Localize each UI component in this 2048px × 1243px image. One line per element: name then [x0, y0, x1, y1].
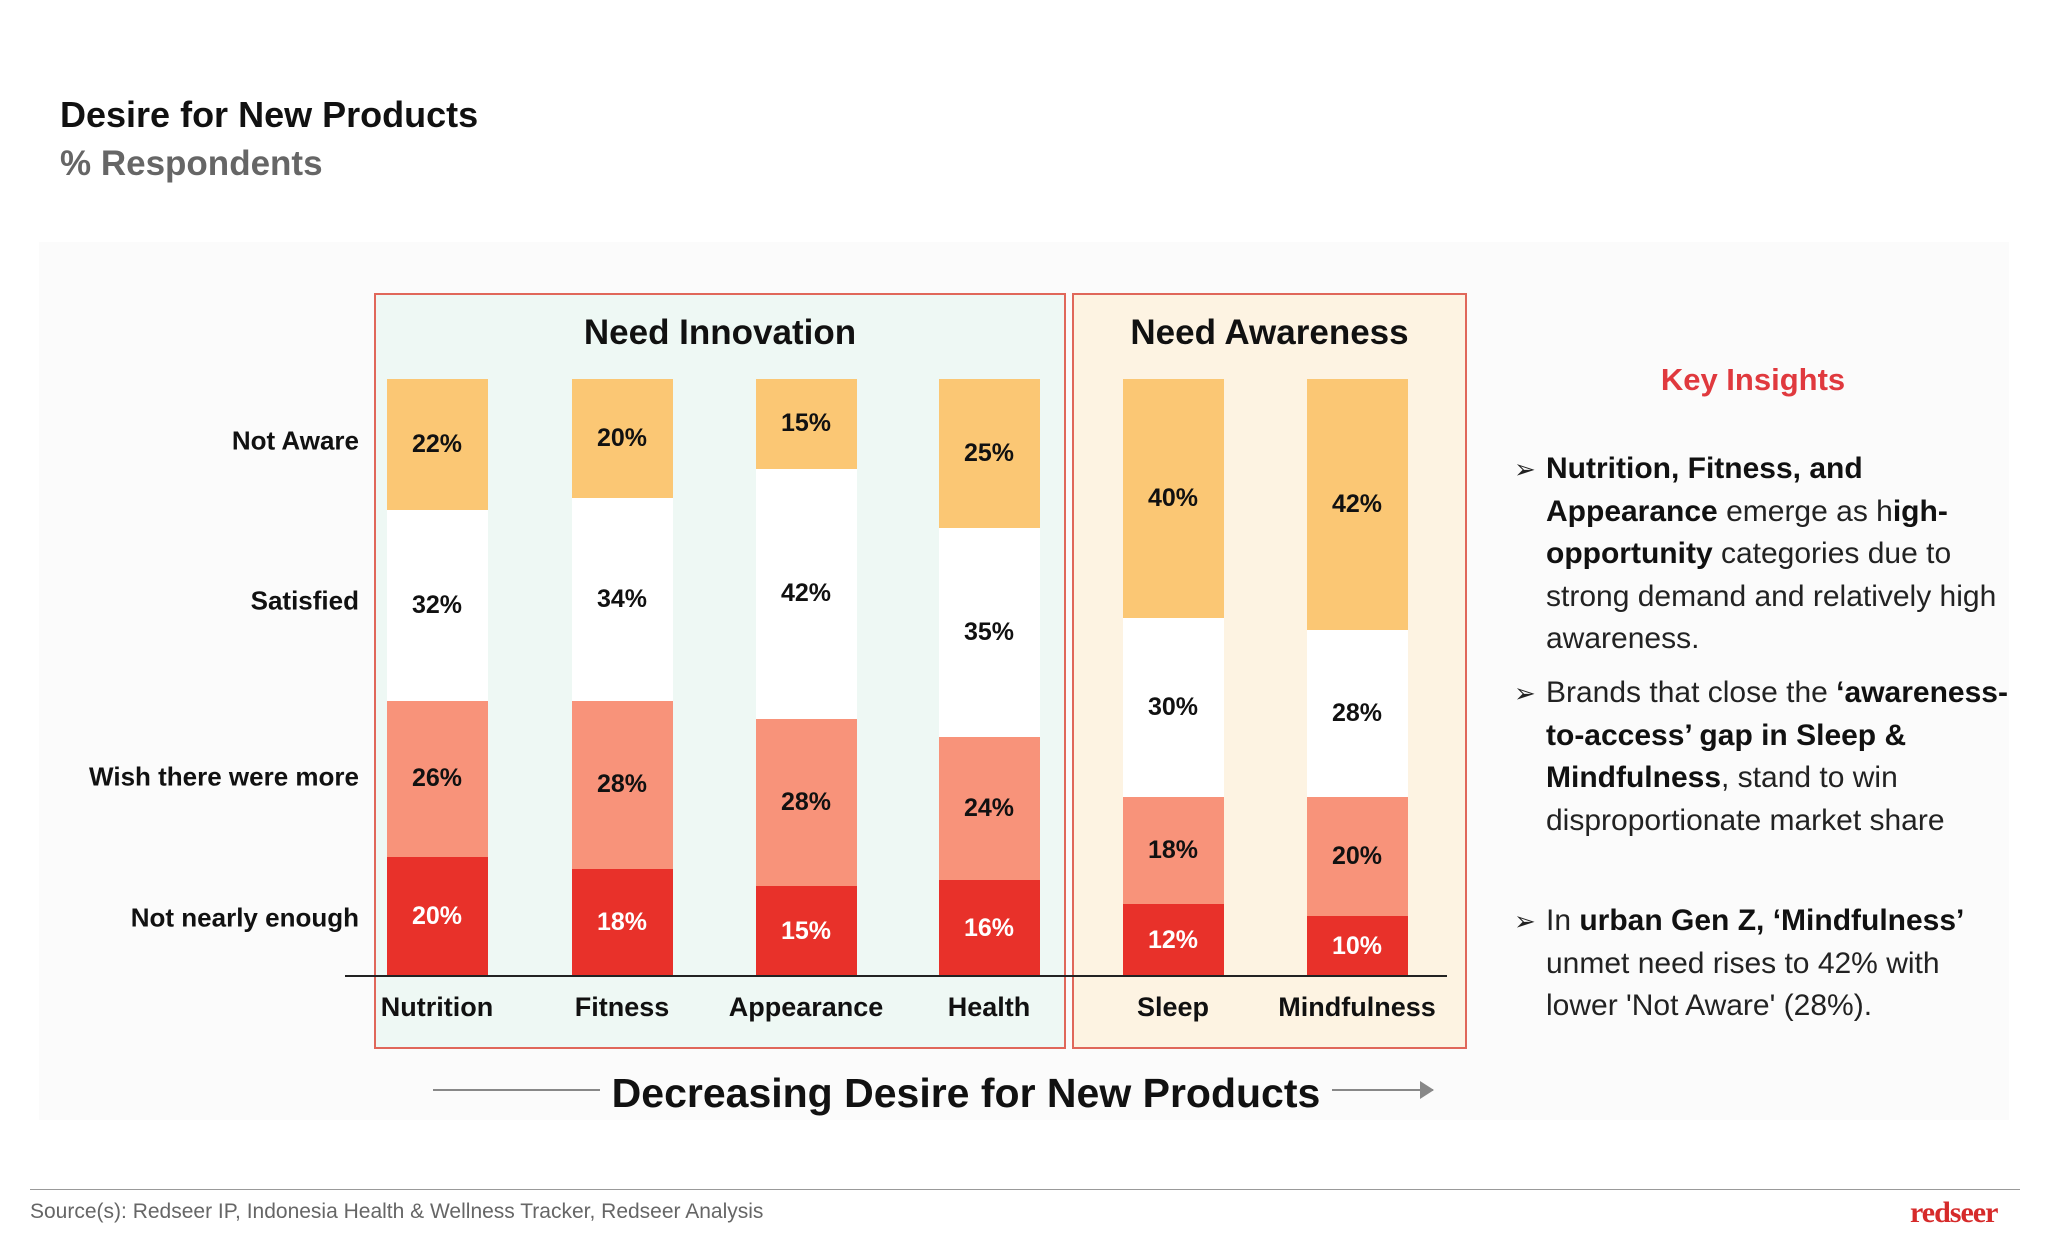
insight-bold: urban Gen Z, ‘Mindfulness’: [1579, 904, 1965, 937]
seg-satisfied: 34%: [571, 498, 673, 702]
seg-not-nearly-enough: 15%: [755, 886, 857, 976]
arrow-right-icon: [1420, 1081, 1434, 1099]
seg-satisfied: 35%: [938, 528, 1040, 738]
insight-bold: Nutrition, Fitness, and Appearance: [1546, 452, 1863, 528]
row-label-not-aware: Not Aware: [231, 425, 359, 456]
seg-wish-more: 28%: [755, 719, 857, 887]
insight-text: categories due to strong demand and rela…: [1546, 537, 1997, 655]
insight-item: ➢ Nutrition, Fitness, and Appearance eme…: [1514, 448, 2009, 661]
insight-bold: igh-opportunity: [1546, 494, 1948, 571]
seg-wish-more: 28%: [571, 701, 673, 869]
page-subtitle: % Respondents: [60, 144, 323, 183]
arrowhead-bullet-icon: ➢: [1514, 906, 1536, 936]
row-label-wish-more: Wish there were more: [89, 761, 359, 792]
seg-wish-more: 20%: [1306, 796, 1408, 917]
page-title: Desire for New Products: [60, 94, 479, 135]
insight-item: ➢ In urban Gen Z, ‘Mindfulness’ unmet ne…: [1514, 900, 2009, 1028]
seg-satisfied: 42%: [755, 468, 857, 720]
seg-satisfied: 28%: [1306, 629, 1408, 797]
seg-not-aware: 15%: [755, 379, 857, 469]
insight-text: emerge as h: [1717, 494, 1893, 528]
x-axis-title: Decreasing Desire for New Products: [600, 1070, 1332, 1117]
seg-wish-more: 18%: [1122, 796, 1224, 905]
seg-not-nearly-enough: 12%: [1122, 904, 1224, 976]
row-label-satisfied: Satisfied: [250, 585, 359, 616]
seg-wish-more: 26%: [386, 701, 488, 857]
insight-text: unmet need rises to 42% with lower 'Not …: [1546, 946, 1940, 1023]
seg-not-nearly-enough: 16%: [938, 880, 1040, 976]
redseer-logo: redseer: [1910, 1196, 1998, 1229]
category-label: Fitness: [574, 992, 670, 1022]
insight-text: In: [1546, 904, 1580, 937]
category-label: Appearance: [728, 992, 884, 1022]
arrowhead-bullet-icon: ➢: [1514, 678, 1536, 708]
x-axis-baseline: [345, 975, 1447, 977]
group-title-awareness: Need Awareness: [1130, 313, 1409, 352]
arrowhead-bullet-icon: ➢: [1514, 454, 1536, 484]
key-insights-title: Key Insights: [1660, 362, 1846, 397]
insight-item: ➢ Brands that close the ‘awareness-to-ac…: [1514, 672, 2009, 842]
seg-not-nearly-enough: 10%: [1306, 916, 1408, 976]
insight-bold: ‘awareness-to-access’ gap in Sleep & Min…: [1546, 676, 2008, 794]
insight-text: , stand to win disproportionate market s…: [1546, 761, 1945, 837]
category-label: Health: [947, 992, 1031, 1022]
source-note: Source(s): Redseer IP, Indonesia Health …: [30, 1200, 764, 1223]
seg-satisfied: 32%: [386, 510, 488, 702]
seg-not-nearly-enough: 20%: [386, 856, 488, 976]
seg-satisfied: 30%: [1122, 617, 1224, 797]
footer-divider: [30, 1189, 2020, 1190]
category-label: Nutrition: [380, 992, 494, 1022]
insight-text: Brands that close the: [1546, 676, 1837, 709]
seg-not-aware: 42%: [1306, 379, 1408, 630]
category-label: Sleep: [1136, 992, 1210, 1022]
seg-wish-more: 24%: [938, 737, 1040, 881]
seg-not-aware: 22%: [386, 379, 488, 511]
category-label: Mindfulness: [1278, 992, 1436, 1022]
seg-not-nearly-enough: 18%: [571, 868, 673, 976]
seg-not-aware: 40%: [1122, 379, 1224, 618]
seg-not-aware: 25%: [938, 379, 1040, 529]
seg-not-aware: 20%: [571, 379, 673, 499]
group-title-innovation: Need Innovation: [583, 313, 857, 352]
row-label-not-nearly-enough: Not nearly enough: [130, 902, 359, 933]
